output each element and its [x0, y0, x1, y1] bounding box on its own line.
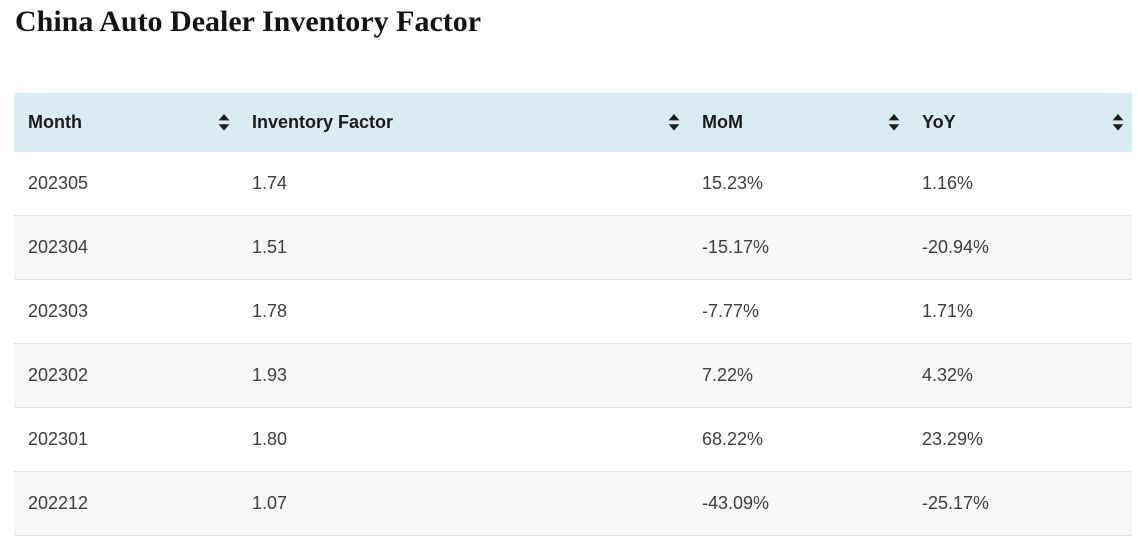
cell-inventory-factor: 1.78: [238, 279, 688, 344]
column-header-inventory-factor[interactable]: Inventory Factor: [238, 93, 688, 152]
column-header-mom[interactable]: MoM: [688, 93, 908, 152]
column-header-label: Inventory Factor: [252, 112, 394, 132]
cell-inventory-factor: 1.51: [238, 215, 688, 280]
cell-inventory-factor: 1.74: [238, 152, 688, 216]
table-row: 202212 1.07 -43.09% -25.17%: [14, 471, 1132, 536]
cell-mom: 68.22%: [688, 407, 908, 472]
table-header-row: Month Inventory Factor MoM YoY: [14, 93, 1132, 152]
cell-inventory-factor: 1.93: [238, 343, 688, 408]
column-header-yoy[interactable]: YoY: [908, 93, 1132, 152]
cell-yoy: 4.32%: [908, 343, 1132, 408]
table-row: 202301 1.80 68.22% 23.29%: [14, 407, 1132, 472]
table-row: 202303 1.78 -7.77% 1.71%: [14, 279, 1132, 344]
cell-month: 202303: [14, 279, 238, 344]
cell-yoy: -25.17%: [908, 471, 1132, 536]
cell-mom: -43.09%: [688, 471, 908, 536]
table-row: 202305 1.74 15.23% 1.16%: [14, 152, 1132, 216]
cell-month: 202302: [14, 343, 238, 408]
cell-yoy: -20.94%: [908, 215, 1132, 280]
sort-arrows-icon[interactable]: [218, 114, 230, 131]
cell-month: 202304: [14, 215, 238, 280]
table-row: 202304 1.51 -15.17% -20.94%: [14, 215, 1132, 280]
column-header-label: YoY: [922, 112, 956, 132]
cell-mom: 15.23%: [688, 152, 908, 216]
cell-yoy: 1.16%: [908, 152, 1132, 216]
column-header-label: Month: [28, 112, 82, 132]
column-header-label: MoM: [702, 112, 743, 132]
inventory-table: Month Inventory Factor MoM YoY 202305 1.74 15…: [14, 93, 1132, 536]
cell-inventory-factor: 1.07: [238, 471, 688, 536]
column-header-month[interactable]: Month: [14, 93, 238, 152]
sort-arrows-icon[interactable]: [668, 114, 680, 131]
cell-month: 202305: [14, 152, 238, 216]
cell-yoy: 23.29%: [908, 407, 1132, 472]
cell-month: 202301: [14, 407, 238, 472]
cell-yoy: 1.71%: [908, 279, 1132, 344]
cell-month: 202212: [14, 471, 238, 536]
page: China Auto Dealer Inventory Factor Month…: [0, 5, 1138, 536]
page-title: China Auto Dealer Inventory Factor: [15, 5, 482, 38]
cell-inventory-factor: 1.80: [238, 407, 688, 472]
sort-arrows-icon[interactable]: [1112, 114, 1124, 131]
cell-mom: -7.77%: [688, 279, 908, 344]
table-row: 202302 1.93 7.22% 4.32%: [14, 343, 1132, 408]
sort-arrows-icon[interactable]: [888, 114, 900, 131]
cell-mom: -15.17%: [688, 215, 908, 280]
table-body: 202305 1.74 15.23% 1.16% 202304 1.51 -15.17% -2…: [14, 152, 1132, 536]
cell-mom: 7.22%: [688, 343, 908, 408]
